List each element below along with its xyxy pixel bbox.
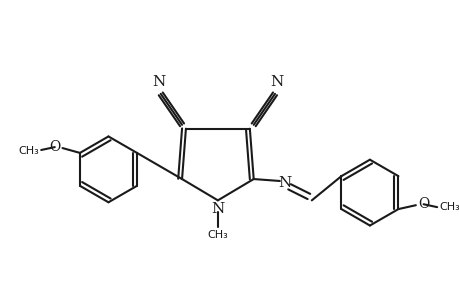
- Text: N: N: [152, 75, 165, 89]
- Text: O: O: [49, 140, 61, 154]
- Text: CH₃: CH₃: [438, 202, 459, 212]
- Text: CH₃: CH₃: [207, 230, 228, 240]
- Text: O: O: [417, 197, 428, 211]
- Text: N: N: [211, 202, 224, 216]
- Text: N: N: [270, 75, 283, 89]
- Text: CH₃: CH₃: [18, 146, 39, 156]
- Text: N: N: [278, 176, 291, 190]
